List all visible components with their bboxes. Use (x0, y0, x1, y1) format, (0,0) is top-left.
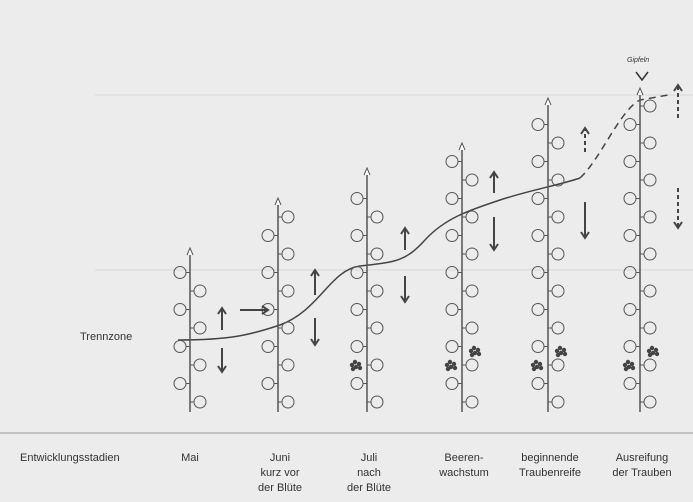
grape (351, 367, 355, 371)
diagram: Trennzone Gipfeln Entwicklungsstadien Ma… (0, 0, 693, 502)
top-label: Gipfeln (627, 57, 649, 64)
grape (555, 349, 559, 353)
stage-label: Traubenreife (519, 467, 581, 479)
stage-label: Beeren- (444, 452, 483, 464)
stage-label: kurz vor (260, 467, 299, 479)
stage-label: Juli (361, 452, 378, 464)
stage-label: wachstum (438, 467, 489, 479)
grape (556, 353, 560, 357)
grape (655, 352, 659, 356)
grape (631, 366, 635, 370)
grape (453, 366, 457, 370)
grape (563, 352, 567, 356)
grape (445, 363, 449, 367)
grape (624, 367, 628, 371)
grape (477, 352, 481, 356)
stage-label: Mai (181, 452, 199, 464)
grape (648, 353, 652, 357)
grape (531, 363, 535, 367)
stage-label: nach (357, 467, 381, 479)
stage-label: der Blüte (258, 482, 302, 494)
grape (539, 366, 543, 370)
grape (446, 367, 450, 371)
stage-label: der Blüte (347, 482, 391, 494)
grape (469, 349, 473, 353)
zone-label: Trennzone (80, 331, 132, 343)
grape (470, 353, 474, 357)
background (0, 0, 693, 502)
stage-label: der Trauben (612, 467, 671, 479)
stage-label: beginnende (521, 452, 579, 464)
grape (350, 363, 354, 367)
stage-label: Juni (270, 452, 290, 464)
axis-label: Entwicklungsstadien (20, 452, 120, 464)
page: Trennzone Gipfeln Entwicklungsstadien Ma… (0, 0, 693, 502)
grape (647, 349, 651, 353)
grape (623, 363, 627, 367)
grape (532, 367, 536, 371)
stage-label: Ausreifung (616, 452, 669, 464)
grape (358, 366, 362, 370)
